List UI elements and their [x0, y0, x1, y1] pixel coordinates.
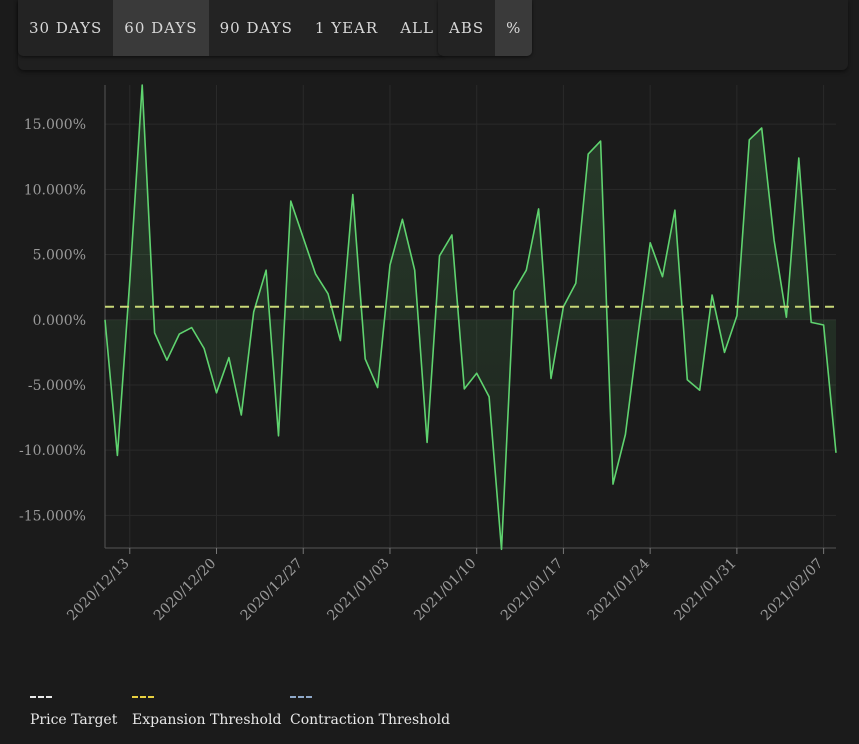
- range-all-button[interactable]: ALL: [400, 19, 434, 37]
- x-tick-label: 2020/12/13: [64, 556, 132, 624]
- y-tick-label: -5.000%: [28, 378, 86, 394]
- mode-button-group: ABS %: [438, 0, 533, 56]
- x-tick-label: 2020/12/20: [151, 556, 219, 624]
- x-tick-label: 2021/01/17: [498, 556, 566, 624]
- legend-label: Contraction Threshold: [290, 712, 451, 728]
- x-tick-label: 2021/01/10: [411, 556, 479, 624]
- series-line: [104, 84, 837, 551]
- range-90-days-button[interactable]: 90 DAYS: [219, 19, 293, 37]
- x-tick-label: 2021/01/31: [671, 556, 739, 624]
- mode-percent-button[interactable]: %: [495, 0, 533, 56]
- expansion-threshold-swatch: [132, 690, 154, 704]
- x-tick-label: 2020/12/27: [238, 556, 306, 624]
- line-chart: 15.000% 10.000% 5.000% 0.000% -5.000% -10.000…: [19, 84, 837, 624]
- y-tick-label: 0.000%: [33, 313, 86, 329]
- range-1-year-button[interactable]: 1 YEAR: [314, 19, 379, 37]
- x-tick-label: 2021/02/07: [758, 556, 826, 624]
- y-tick-label: -15.000%: [19, 508, 86, 524]
- y-tick-label: 15.000%: [24, 117, 86, 133]
- price-target-swatch: [30, 690, 52, 704]
- legend-item-expansion-threshold[interactable]: Expansion Threshold: [132, 690, 281, 730]
- series-area-fill: [105, 85, 836, 550]
- legend-label: Expansion Threshold: [132, 712, 282, 728]
- legend-label: Price Target: [30, 712, 118, 728]
- y-tick-label: -10.000%: [19, 443, 86, 459]
- mode-abs-button[interactable]: ABS: [449, 19, 485, 37]
- range-60-days-button[interactable]: 60 DAYS: [113, 0, 209, 56]
- y-tick-label: 10.000%: [24, 182, 86, 198]
- legend-item-contraction-threshold[interactable]: Contraction Threshold: [290, 690, 450, 730]
- range-button-group: 30 DAYS 60 DAYS 90 DAYS 1 YEAR ALL: [18, 0, 445, 56]
- range-30-days-button[interactable]: 30 DAYS: [29, 19, 103, 37]
- contraction-threshold-swatch: [290, 690, 312, 704]
- x-tick-label: 2021/01/24: [585, 555, 653, 623]
- legend-item-price-target[interactable]: Price Target: [30, 690, 117, 730]
- x-tick-label: 2021/01/03: [324, 556, 392, 624]
- y-tick-label: 5.000%: [33, 248, 86, 264]
- chart-toolbar: 30 DAYS 60 DAYS 90 DAYS 1 YEAR ALL ABS %: [18, 0, 848, 70]
